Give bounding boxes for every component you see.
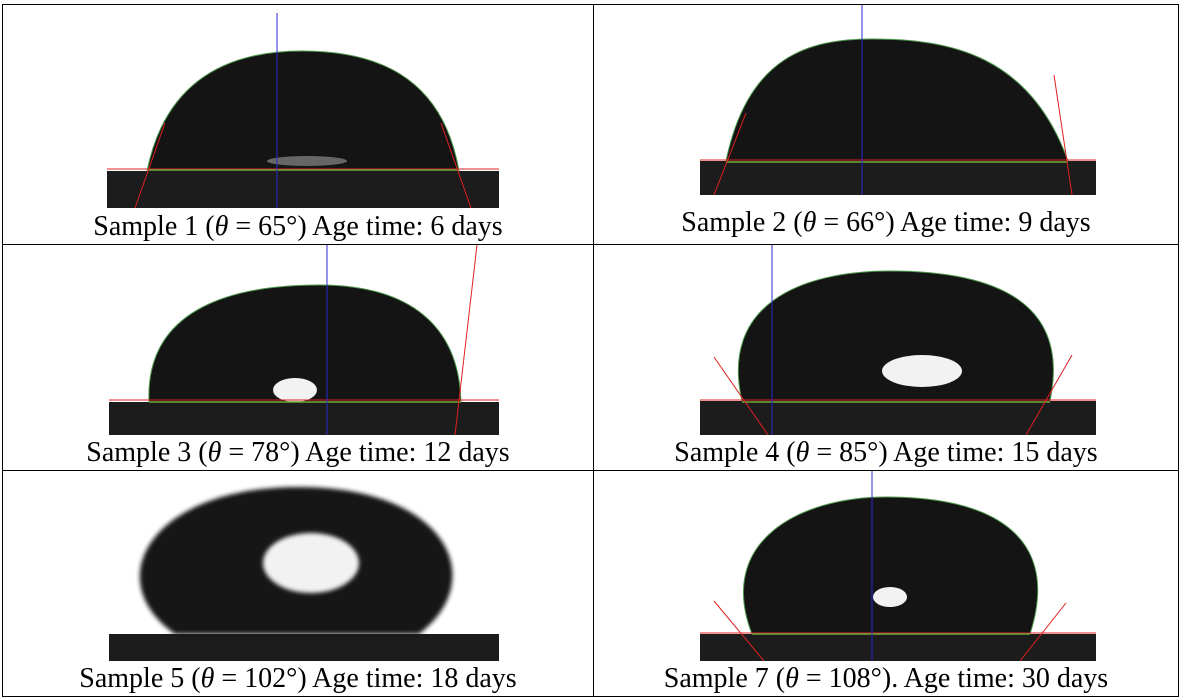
sample-name: Sample 4 — [674, 437, 780, 468]
theta-symbol: θ — [785, 663, 799, 694]
cell-sample-1: Sample 1 (θ = 65°) Age time: 6 days — [2, 4, 594, 245]
age-label: Age time: — [312, 663, 424, 694]
age-value: 6 days — [430, 211, 503, 242]
contact-angle-value: 108° — [828, 663, 882, 694]
droplet-photo-sample-3 — [109, 245, 499, 435]
cell-sample-4: Sample 4 (θ = 85°) Age time: 15 days — [593, 244, 1179, 471]
caption-sample-4: Sample 4 (θ = 85°) Age time: 15 days — [674, 437, 1098, 468]
age-label: Age time: — [893, 437, 1005, 468]
contact-angle-value: 66° — [846, 207, 886, 238]
caption-separator: ) — [878, 437, 888, 468]
droplet-photo-sample-1 — [107, 13, 499, 208]
theta-symbol: θ — [802, 207, 817, 238]
age-value: 12 days — [423, 437, 510, 468]
theta-symbol: θ — [795, 437, 810, 468]
sample-name: Sample 1 — [93, 211, 199, 242]
age-label: Age time: — [900, 207, 1012, 238]
caption-sample-3: Sample 3 (θ = 78°) Age time: 12 days — [86, 437, 510, 468]
caption-sample-7: Sample 7 (θ = 108°). Age time: 30 days — [663, 663, 1109, 694]
contact-angle-value: 65° — [258, 211, 298, 242]
caption-separator: ). — [881, 663, 899, 694]
age-value: 18 days — [430, 663, 517, 694]
contact-angle-value: 85° — [839, 437, 879, 468]
cell-sample-2: Sample 2 (θ = 66°) Age time: 9 days — [593, 4, 1179, 245]
caption-separator: ) — [297, 663, 307, 694]
droplet-photo-sample-2 — [700, 5, 1096, 195]
contact-angle-value: 78° — [251, 437, 291, 468]
theta-symbol: θ — [200, 663, 215, 694]
age-value: 9 days — [1018, 207, 1091, 238]
droplet-photo-sample-4 — [700, 245, 1096, 435]
caption-separator: ) — [885, 207, 895, 238]
theta-symbol: θ — [214, 211, 229, 242]
caption-separator: ) — [297, 211, 307, 242]
age-value: 15 days — [1011, 437, 1098, 468]
sample-name: Sample 7 — [663, 663, 769, 694]
caption-separator: ) — [290, 437, 300, 468]
age-label: Age time: — [305, 437, 417, 468]
sample-name: Sample 2 — [681, 207, 787, 238]
caption-sample-2: Sample 2 (θ = 66°) Age time: 9 days — [681, 207, 1091, 238]
contact-angle-figure-table: Sample 1 (θ = 65°) Age time: 6 days Samp… — [2, 4, 1179, 697]
cell-sample-7: Sample 7 (θ = 108°). Age time: 30 days — [593, 470, 1179, 697]
age-label: Age time: — [903, 663, 1015, 694]
cell-sample-5: Sample 5 (θ = 102°) Age time: 18 days — [2, 470, 594, 697]
caption-sample-5: Sample 5 (θ = 102°) Age time: 18 days — [79, 663, 517, 694]
sample-name: Sample 5 — [79, 663, 185, 694]
theta-symbol: θ — [207, 437, 222, 468]
cell-sample-3: Sample 3 (θ = 78°) Age time: 12 days — [2, 244, 594, 471]
sample-name: Sample 3 — [86, 437, 192, 468]
age-value: 30 days — [1021, 663, 1109, 694]
age-label: Age time: — [312, 211, 424, 242]
caption-sample-1: Sample 1 (θ = 65°) Age time: 6 days — [93, 211, 503, 242]
contact-angle-value: 102° — [244, 663, 298, 694]
droplet-photo-sample-5 — [109, 487, 499, 661]
droplet-photo-sample-7 — [700, 471, 1096, 661]
